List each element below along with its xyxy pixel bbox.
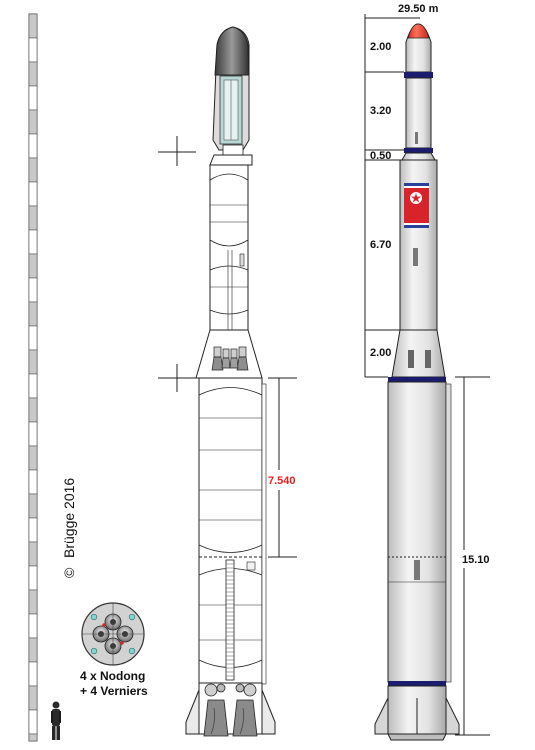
engine-cluster-icon	[81, 602, 145, 666]
scale-segment	[28, 445, 38, 471]
scale-segment	[28, 301, 38, 327]
scale-segment	[28, 565, 38, 591]
scale-segment	[28, 61, 38, 87]
scale-segment	[28, 37, 38, 63]
scale-segment	[28, 685, 38, 711]
total-height-label: 29.50 m	[398, 3, 439, 15]
scale-segment	[28, 613, 38, 639]
scale-segment	[28, 13, 38, 39]
scale-segment	[28, 541, 38, 567]
scale-segment	[28, 517, 38, 543]
cutaway-rocket: 7.540	[158, 26, 297, 737]
scale-segment	[28, 109, 38, 135]
tank-length-label: 7.540	[268, 475, 296, 487]
segment-label-2: 3.20	[370, 105, 391, 117]
scale-segment	[28, 205, 38, 231]
segment-label-4: 6.70	[370, 239, 391, 251]
band-1	[404, 72, 433, 78]
band-3	[388, 377, 446, 382]
scale-segment	[28, 733, 38, 742]
scale-segment	[28, 661, 38, 687]
dprk-flag-icon	[404, 183, 429, 228]
segment-label-5: 2.00	[370, 347, 391, 359]
exterior-rocket: 29.50 m 2.00 3.20 0.50 6.70 2.00 15.10	[364, 3, 490, 741]
scale-segment	[28, 709, 38, 735]
scale-segment	[28, 133, 38, 159]
scale-segment	[28, 325, 38, 351]
segment-label-3: 0.50	[370, 150, 391, 162]
scale-segment	[28, 493, 38, 519]
scale-segment	[28, 157, 38, 183]
scale-ticks	[28, 13, 38, 742]
segment-label-1: 2.00	[370, 41, 391, 53]
engine-caption-line1: 4 x Nodong	[80, 669, 145, 683]
credit-block: © Brügge 2016	[61, 478, 77, 578]
engine-caption-line2: + 4 Verniers	[80, 684, 148, 698]
scale-segment	[28, 349, 38, 375]
scale-segment	[28, 181, 38, 207]
credit-text: Brügge 2016	[61, 478, 77, 558]
copyright-icon: ©	[61, 567, 77, 578]
scale-segment	[28, 469, 38, 495]
band-4	[388, 681, 446, 686]
scale-segment	[28, 589, 38, 615]
scale-segment	[28, 373, 38, 399]
scale-segment	[28, 229, 38, 255]
scale-segment	[28, 253, 38, 279]
scale-segment	[28, 421, 38, 447]
first-stage-length-label: 15.10	[462, 554, 490, 566]
scale-segment	[28, 85, 38, 111]
person-figure-icon	[51, 701, 61, 740]
scale-segment	[28, 277, 38, 303]
scale-bar	[28, 13, 38, 742]
scale-segment	[28, 397, 38, 423]
scale-segment	[28, 637, 38, 663]
band-2	[404, 148, 433, 153]
